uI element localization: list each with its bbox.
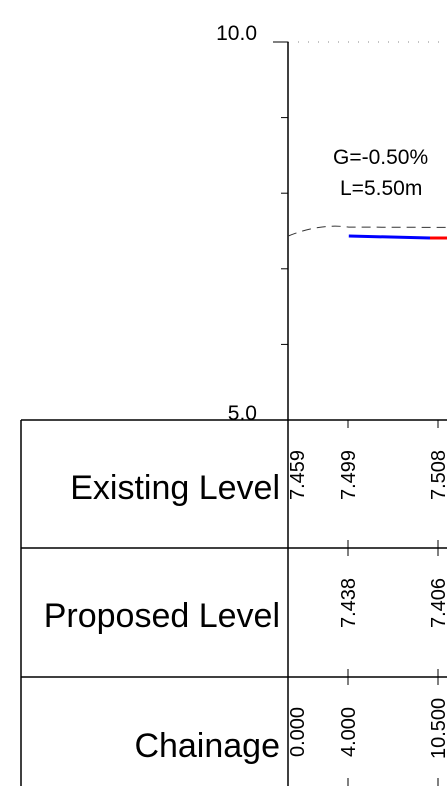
axis-minor-ticks (281, 117, 288, 345)
table-cell-value: 7.438 (338, 578, 360, 628)
profile-lines (287, 225, 447, 240)
row-label-proposed-level: Proposed Level (44, 597, 280, 635)
table-cell-value: 4.000 (338, 707, 360, 757)
length-annotation: L=5.50m (340, 177, 422, 200)
axis-bottom-label: 5.0 (228, 402, 257, 425)
table-cell-value: 7.406 (428, 578, 447, 628)
grade-annotation: G=-0.50% (333, 146, 428, 169)
table-cell-values: 7.459 7.499 7.508 7.438 7.406 0.000 4.000 10.50… (287, 420, 447, 786)
table-cell-value: 7.508 (428, 450, 447, 500)
existing-ground-line (287, 225, 447, 237)
table-cell-value: 7.499 (338, 450, 360, 500)
row-label-chainage: Chainage (134, 727, 280, 765)
row-label-existing-level: Existing Level (70, 469, 280, 507)
table-cell-value: 7.459 (287, 450, 309, 500)
data-table-grid (20, 419, 447, 786)
table-cell-value: 0.000 (287, 707, 309, 757)
proposed-level-line (348, 234, 431, 240)
axis-top-label: 10.0 (216, 22, 257, 45)
table-cell-value: 10.500 (428, 698, 447, 759)
